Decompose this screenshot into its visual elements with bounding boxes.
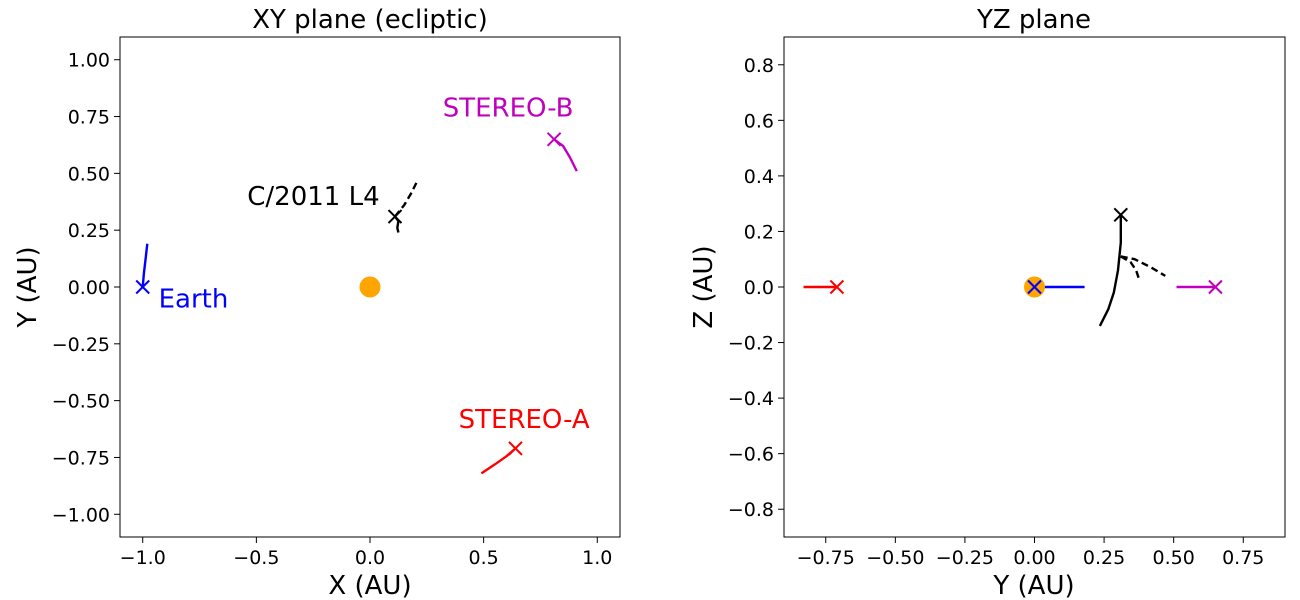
y-tick-label: −0.8: [728, 499, 774, 521]
plot-area: Earth STEREO-A STEREO-B C/2011 L4: [135, 93, 590, 475]
tick-group: −1.0 −0.5 0.0 0.5 1.0 −1.00 −0.75 −0.50 −0.25 0.0…: [52, 50, 613, 569]
y-axis-label: Y (AU): [13, 246, 43, 328]
y-tick-label: 0.00: [68, 277, 110, 299]
marker-stroke: [1208, 279, 1223, 295]
y-tick-label: −0.25: [52, 334, 110, 356]
marker-stroke: [829, 279, 845, 295]
y-tick-label: −0.50: [52, 391, 110, 413]
marker-stroke: [135, 279, 150, 295]
y-tick-label: 0.50: [68, 163, 110, 185]
y-tick-label: 0.6: [744, 110, 774, 132]
plot-frame: [119, 36, 621, 538]
marker-stroke: [1113, 207, 1128, 222]
stereo-b-position-marker: [546, 132, 562, 147]
y-tick-label: 0.8: [744, 55, 774, 77]
x-tick-label: −1.0: [120, 547, 166, 569]
sun-marker: [359, 276, 381, 298]
y-tick-label: 0.2: [744, 221, 774, 243]
stereo-a-label: STEREO-A: [459, 405, 590, 435]
marker-stroke: [546, 132, 562, 147]
y-tick-label: −0.4: [728, 388, 774, 410]
x-tick-label: 0.00: [1013, 547, 1055, 569]
stereo-b-position-marker: [1208, 279, 1223, 295]
comet-trajectory-line: [1098, 214, 1123, 327]
xy-plane-panel: XY plane (ecliptic) X (AU) Y (AU) −1.0 −0…: [13, 5, 621, 600]
marker-stroke: [387, 209, 403, 224]
comet-future-trajectory-line: [394, 179, 419, 218]
x-tick-label: 0.75: [1222, 547, 1264, 569]
stereo-a-position-marker: [508, 441, 523, 456]
y-tick-label: 0.0: [744, 277, 774, 299]
x-tick-label: 0.0: [355, 547, 385, 569]
chart-title: XY plane (ecliptic): [252, 5, 488, 35]
y-tick-label: −0.75: [52, 447, 110, 469]
stereo-b-label: STEREO-B: [443, 93, 574, 123]
y-tick-label: 0.75: [68, 107, 110, 129]
y-tick-label: 1.00: [68, 50, 110, 72]
x-tick-label: 0.50: [1153, 547, 1195, 569]
yz-plane-panel: YZ plane Y (AU) Z (AU) −0.75 −0.50 −0.25 0.…: [689, 5, 1286, 600]
marker-stroke: [1027, 279, 1042, 295]
comet-future-trajectory-line: [1120, 255, 1166, 277]
y-tick-label: −0.6: [728, 444, 774, 466]
x-axis-label: Y (AU): [992, 571, 1074, 600]
x-tick-label: 1.0: [582, 547, 612, 569]
x-tick-label: −0.75: [797, 547, 855, 569]
comet-future-2-trajectory-line: [1120, 255, 1141, 280]
y-tick-label: −0.2: [728, 333, 774, 355]
plot-area: [803, 207, 1223, 327]
x-tick-label: −0.5: [233, 547, 279, 569]
x-tick-label: −0.25: [936, 547, 994, 569]
y-tick-label: −1.00: [52, 504, 110, 526]
comet-position-marker: [1113, 207, 1128, 222]
c-2011-l4-label: C/2011 L4: [247, 182, 379, 212]
earth-position-marker: [135, 279, 150, 295]
earth-position-marker: [1027, 279, 1042, 295]
plot-frame: [783, 36, 1286, 538]
y-tick-label: 0.4: [744, 166, 774, 188]
x-tick-label: 0.25: [1083, 547, 1125, 569]
marker-stroke: [508, 441, 523, 456]
x-axis-label: X (AU): [328, 571, 411, 600]
comet-position-marker: [387, 209, 403, 224]
y-axis-label: Z (AU): [689, 245, 719, 328]
x-tick-label: −0.50: [866, 547, 924, 569]
stereo-a-position-marker: [829, 279, 845, 295]
tick-group: −0.75 −0.50 −0.25 0.00 0.25 0.50 0.75 −0.8 −0.6 −…: [728, 55, 1265, 569]
chart-title: YZ plane: [976, 5, 1091, 35]
earth-label: Earth: [159, 284, 229, 314]
x-tick-label: 0.5: [469, 547, 499, 569]
earth-trajectory-line: [141, 243, 149, 288]
y-tick-label: 0.25: [68, 220, 110, 242]
